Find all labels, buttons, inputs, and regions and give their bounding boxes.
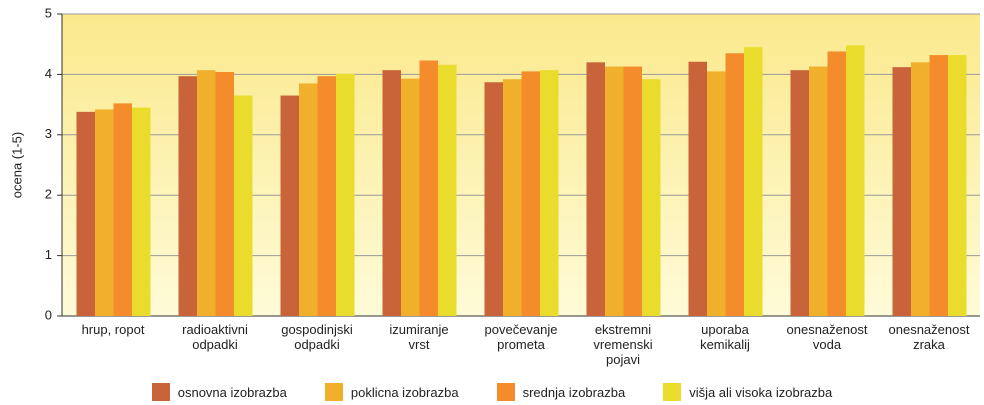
y-tick-label: 1 [45, 247, 52, 262]
bar [521, 71, 540, 316]
bar [586, 62, 605, 316]
x-tick-label: radioaktivni odpadki [182, 322, 248, 352]
legend-label: višja ali visoka izobrazba [689, 384, 833, 400]
y-tick-label: 3 [45, 126, 52, 141]
legend-label: osnovna izobrazba [177, 384, 287, 400]
x-tick-label: onesnaženost zraka [888, 322, 970, 352]
legend-item: višja ali visoka izobrazba [663, 383, 832, 401]
x-tick-label: gospodinjski odpadki [281, 322, 353, 352]
bar [846, 45, 865, 317]
bar [688, 61, 707, 316]
bar [234, 95, 253, 316]
x-tick-label: hrup, ropot [81, 322, 145, 337]
bar [113, 103, 132, 316]
legend-swatch [663, 383, 682, 401]
x-tick-label: ekstremni vremenski pojavi [593, 322, 653, 367]
bar [605, 66, 624, 316]
x-tick-label: onesnaženost voda [786, 322, 868, 352]
bar [540, 70, 559, 316]
bar [382, 70, 401, 316]
bar [809, 66, 828, 316]
bar [790, 70, 809, 316]
x-tick-label: povečevanje prometa [484, 322, 558, 352]
bar [401, 78, 420, 317]
bar [503, 79, 522, 317]
bar [280, 95, 299, 316]
bar [336, 73, 355, 317]
bar [299, 83, 318, 317]
x-tick-label: uporaba kemikalij [700, 322, 750, 352]
bar [215, 71, 234, 316]
bar [744, 47, 763, 316]
bar [317, 76, 336, 316]
bar [76, 111, 95, 317]
legend: osnovna izobrazba poklicna izobrazba sredn… [0, 383, 984, 401]
y-axis-label: ocena (1-5) [9, 132, 24, 198]
bar [623, 66, 642, 316]
x-tick-label: izumiranje vrst [389, 322, 449, 352]
legend-label: srednja izobrazba [522, 384, 626, 400]
bar [419, 60, 438, 317]
bar [197, 70, 216, 316]
legend-label: poklicna izobrazba [350, 384, 459, 400]
bar [948, 55, 967, 317]
y-tick-label: 4 [45, 66, 52, 81]
bar [707, 71, 726, 316]
bar [178, 76, 197, 316]
legend-item: osnovna izobrazba [151, 383, 287, 401]
bar [132, 107, 151, 317]
bar [892, 67, 911, 316]
bar [827, 51, 846, 316]
y-tick-label: 2 [45, 187, 52, 202]
y-tick-label: 5 [45, 5, 52, 20]
bar [438, 64, 457, 317]
legend-item: srednja izobrazba [496, 383, 626, 401]
bar [929, 55, 948, 317]
bar [95, 109, 114, 316]
y-tick-label: 0 [45, 307, 52, 322]
bar [484, 82, 503, 316]
legend-swatch [324, 383, 343, 401]
legend-item: poklicna izobrazba [324, 383, 459, 401]
bar [911, 62, 930, 316]
bar [642, 79, 661, 317]
legend-swatch [496, 383, 515, 401]
bar [725, 53, 744, 316]
legend-swatch [151, 383, 170, 401]
